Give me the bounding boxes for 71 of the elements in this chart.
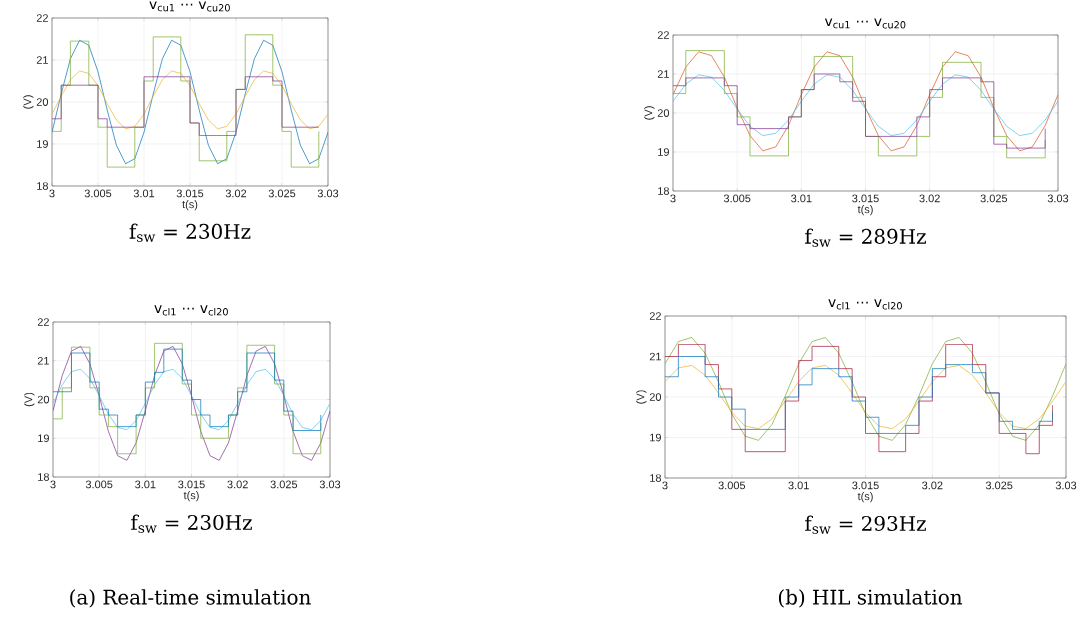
y-axis-title: (V) [23,95,34,109]
y-tick-label: 18 [37,182,48,190]
x-tick-label: 3.03 [1055,481,1077,490]
line-series [665,365,1067,429]
x-axis-title: t(s) [182,200,198,211]
y-tick-label: 19 [650,433,661,442]
x-tick-label: 3.025 [270,480,298,489]
y-axis-title: (V) [636,390,647,404]
y-tick-label: 21 [37,356,49,365]
x-tick-label: 3.02 [919,194,940,203]
y-tick-label: 20 [657,109,670,117]
x-tick-label: 3.02 [922,481,943,490]
line-series [665,337,1067,441]
text: (b) HIL simulation [778,589,963,608]
y-tick-label: 19 [37,140,48,148]
x-axis-title: t(s) [857,205,873,216]
x-tick-label: 3.025 [985,481,1013,490]
x-tick-label: 3.015 [176,189,204,198]
y-tick-label: 18 [650,474,661,482]
x-tick-label: 3 [50,480,56,489]
x-tick-label: 3.01 [135,480,156,489]
chart-title: v$_{cu1}$ ⋯ v$_{cu20}$ [149,1,230,12]
x-tick-label: 3.03 [319,480,341,489]
chart-title: v$_{cl1}$ ⋯ v$_{cl20}$ [154,305,228,316]
text: f$_{sw}$ = 289Hz [805,228,926,247]
x-tick-label: 3.005 [85,480,113,489]
text: f$_{sw}$ = 230Hz [131,514,252,533]
y-tick-label: 19 [38,434,49,443]
x-tick-label: 3 [670,194,676,203]
x-tick-label: 3.03 [1047,194,1069,203]
x-tick-label: 3.015 [178,480,205,489]
x-tick-label: 3.02 [225,189,247,198]
x-tick-label: 3 [662,481,668,490]
x-tick-label: 3.015 [852,194,879,203]
y-axis-title: (V) [644,106,655,120]
line-series [52,70,328,130]
line-series [673,74,1059,136]
y-tick-label: 18 [38,473,49,481]
y-tick-label: 22 [36,14,48,22]
x-tick-label: 3.005 [84,189,112,198]
x-tick-label: 3.01 [788,481,809,490]
y-tick-label: 20 [37,395,50,404]
chart-title: v$_{cl1}$ ⋯ v$_{cl20}$ [828,299,902,310]
y-tick-label: 20 [36,98,49,106]
chart-title: v$_{cu1}$ ⋯ v$_{cu20}$ [824,18,906,29]
y-tick-label: 21 [657,70,669,78]
x-tick-label: 3.025 [268,189,296,198]
y-tick-label: 22 [649,312,661,320]
y-tick-label: 22 [37,318,49,326]
x-axis-title: t(s) [183,491,199,502]
x-tick-label: 3.03 [317,189,339,198]
x-tick-label: 3.02 [227,480,248,489]
x-tick-label: 3.025 [980,194,1008,203]
text: f$_{sw}$ = 293Hz [805,515,926,534]
y-axis-title: (V) [24,392,35,407]
text: f$_{sw}$ = 230Hz [129,223,251,242]
line-series [53,368,330,431]
y-tick-label: 21 [36,56,48,64]
y-tick-label: 22 [657,31,669,39]
x-tick-label: 3.01 [133,189,155,198]
y-tick-label: 21 [649,352,661,361]
x-tick-label: 3.005 [723,194,751,203]
x-tick-label: 3.005 [718,481,746,490]
x-tick-label: 3.015 [852,481,879,490]
x-tick-label: 3.01 [791,194,812,203]
x-tick-label: 3 [49,189,55,198]
y-tick-label: 18 [658,187,669,195]
x-axis-title: t(s) [857,492,873,503]
y-tick-label: 19 [658,148,669,156]
y-tick-label: 20 [649,393,662,401]
text: (a) Real-time simulation [70,589,311,608]
